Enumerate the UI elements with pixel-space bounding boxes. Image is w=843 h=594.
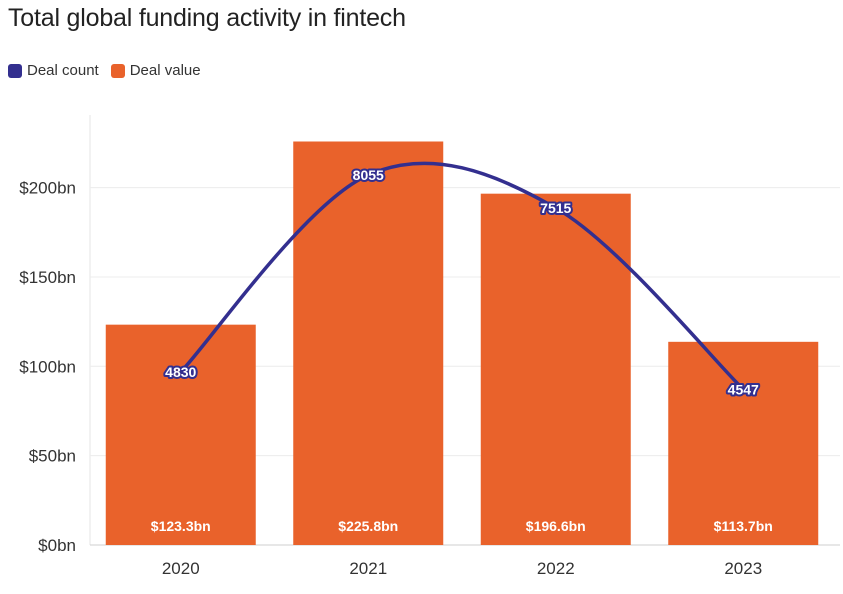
y-tick-label: $100bn <box>19 357 76 376</box>
chart-title: Total global funding activity in fintech <box>8 4 406 32</box>
deal-count-line[interactable] <box>179 161 745 392</box>
bar-deal-value[interactable] <box>293 141 444 545</box>
legend-item-deal-value[interactable]: Deal value <box>110 62 201 79</box>
bar-value-label: $123.3bn <box>151 518 211 534</box>
legend-label-deal-value: Deal value <box>129 62 201 79</box>
y-tick-label: $0bn <box>38 536 76 555</box>
deal-count-label: 4547 <box>728 381 759 397</box>
legend-swatch-deal-value <box>110 63 125 78</box>
bar-deal-value[interactable] <box>105 324 256 545</box>
x-tick-label: 2022 <box>537 559 575 578</box>
bar-value-label: $196.6bn <box>526 518 586 534</box>
legend-swatch-deal-count <box>8 63 22 78</box>
x-tick-label: 2020 <box>162 559 200 578</box>
deal-count-label: 4830 <box>165 364 196 380</box>
legend: Deal count Deal value <box>8 62 213 79</box>
deal-count-label: 7515 <box>540 200 571 216</box>
x-tick-label: 2023 <box>724 559 762 578</box>
y-tick-label: $50bn <box>29 447 76 466</box>
bar-value-label: $225.8bn <box>338 518 398 534</box>
bar-deal-value[interactable] <box>480 193 631 546</box>
y-tick-label: $200bn <box>19 179 76 198</box>
legend-label-deal-count: Deal count <box>27 62 99 79</box>
x-tick-label: 2021 <box>349 559 387 578</box>
deal-count-label: 8055 <box>353 167 384 183</box>
y-tick-label: $150bn <box>19 268 76 287</box>
bar-deal-value[interactable] <box>668 341 819 545</box>
legend-item-deal-count[interactable]: Deal count <box>8 62 99 79</box>
bar-value-label: $113.7bn <box>714 518 773 534</box>
